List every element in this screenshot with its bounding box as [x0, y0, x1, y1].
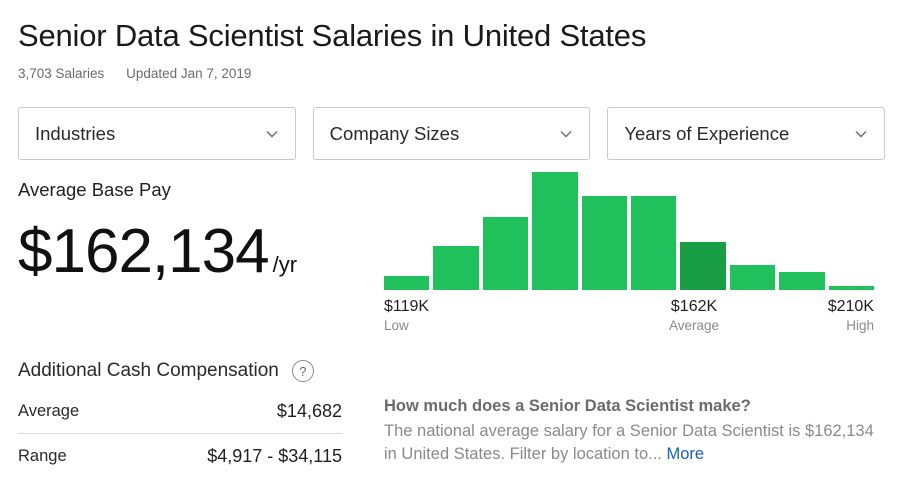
additional-cash-section: Additional Cash Compensation ? Average $…: [18, 360, 342, 478]
range-label: Range: [18, 446, 67, 465]
average-value: $14,682: [276, 401, 342, 421]
histogram-axis: $119K Low $162K Average $210K High: [384, 298, 874, 342]
page-meta: 3,703 Salaries Updated Jan 7, 2019: [18, 66, 251, 81]
faq-answer: The national average salary for a Senior…: [384, 420, 884, 466]
base-pay-unit: /yr: [272, 252, 298, 277]
average-base-pay-label: Average Base Pay: [18, 179, 171, 200]
average-label: Average: [18, 402, 80, 420]
additional-cash-title: Additional Cash Compensation ?: [18, 360, 342, 382]
company-sizes-dropdown[interactable]: Company Sizes: [312, 107, 591, 160]
chevron-down-icon: [265, 127, 279, 141]
base-pay-amount: $162,134: [18, 217, 270, 286]
years-of-experience-dropdown-label: Years of Experience: [624, 122, 790, 144]
histogram-bar: [482, 216, 529, 290]
tick-high-value: $210K: [827, 298, 874, 315]
more-link[interactable]: More: [666, 445, 705, 463]
histogram-bar: [532, 172, 578, 290]
tick-low-label: Low: [384, 318, 409, 333]
page-title: Senior Data Scientist Salaries in United…: [18, 18, 647, 53]
histogram-bar: [581, 195, 627, 290]
tick-high-label: High: [846, 318, 874, 333]
chevron-down-icon: [559, 127, 573, 141]
tick-average-value: $162K: [670, 298, 718, 315]
faq-question: How much does a Senior Data Scientist ma…: [384, 397, 751, 415]
additional-cash-title-text: Additional Cash Compensation: [18, 360, 279, 381]
salary-faq: How much does a Senior Data Scientist ma…: [384, 397, 884, 466]
histogram-bar: [779, 272, 825, 290]
industries-dropdown-label: Industries: [35, 122, 116, 144]
histogram-bar: [433, 246, 479, 290]
faq-answer-text: The national average salary for a Senior…: [384, 422, 874, 463]
company-sizes-dropdown-label: Company Sizes: [329, 122, 460, 144]
industries-dropdown[interactable]: Industries: [18, 107, 296, 160]
salary-count: 3,703 Salaries: [18, 66, 105, 81]
additional-cash-range-row: Range $4,917 - $34,115: [18, 434, 342, 478]
tick-average-label: Average: [669, 318, 720, 333]
help-icon[interactable]: ?: [291, 360, 314, 382]
tick-average: $162K Average: [669, 298, 719, 333]
histogram-bar: [729, 265, 776, 290]
filter-bar: Industries Company Sizes Years of Experi…: [18, 107, 886, 160]
updated-date: Updated Jan 7, 2019: [126, 66, 252, 81]
salary-histogram: [384, 172, 874, 290]
histogram-bar: [828, 286, 874, 290]
tick-low: $119K Low: [384, 298, 429, 333]
tick-high: $210K High: [828, 298, 874, 333]
chevron-down-icon: [854, 127, 868, 141]
additional-cash-average-row: Average $14,682: [18, 390, 342, 434]
years-of-experience-dropdown[interactable]: Years of Experience: [607, 107, 886, 160]
histogram-bar: [680, 241, 726, 290]
tick-low-value: $119K: [384, 298, 430, 315]
histogram-bar: [631, 195, 677, 290]
range-value: $4,917 - $34,115: [207, 445, 342, 466]
average-base-pay-value: $162,134/yr: [18, 214, 297, 303]
histogram-bar: [384, 275, 430, 290]
